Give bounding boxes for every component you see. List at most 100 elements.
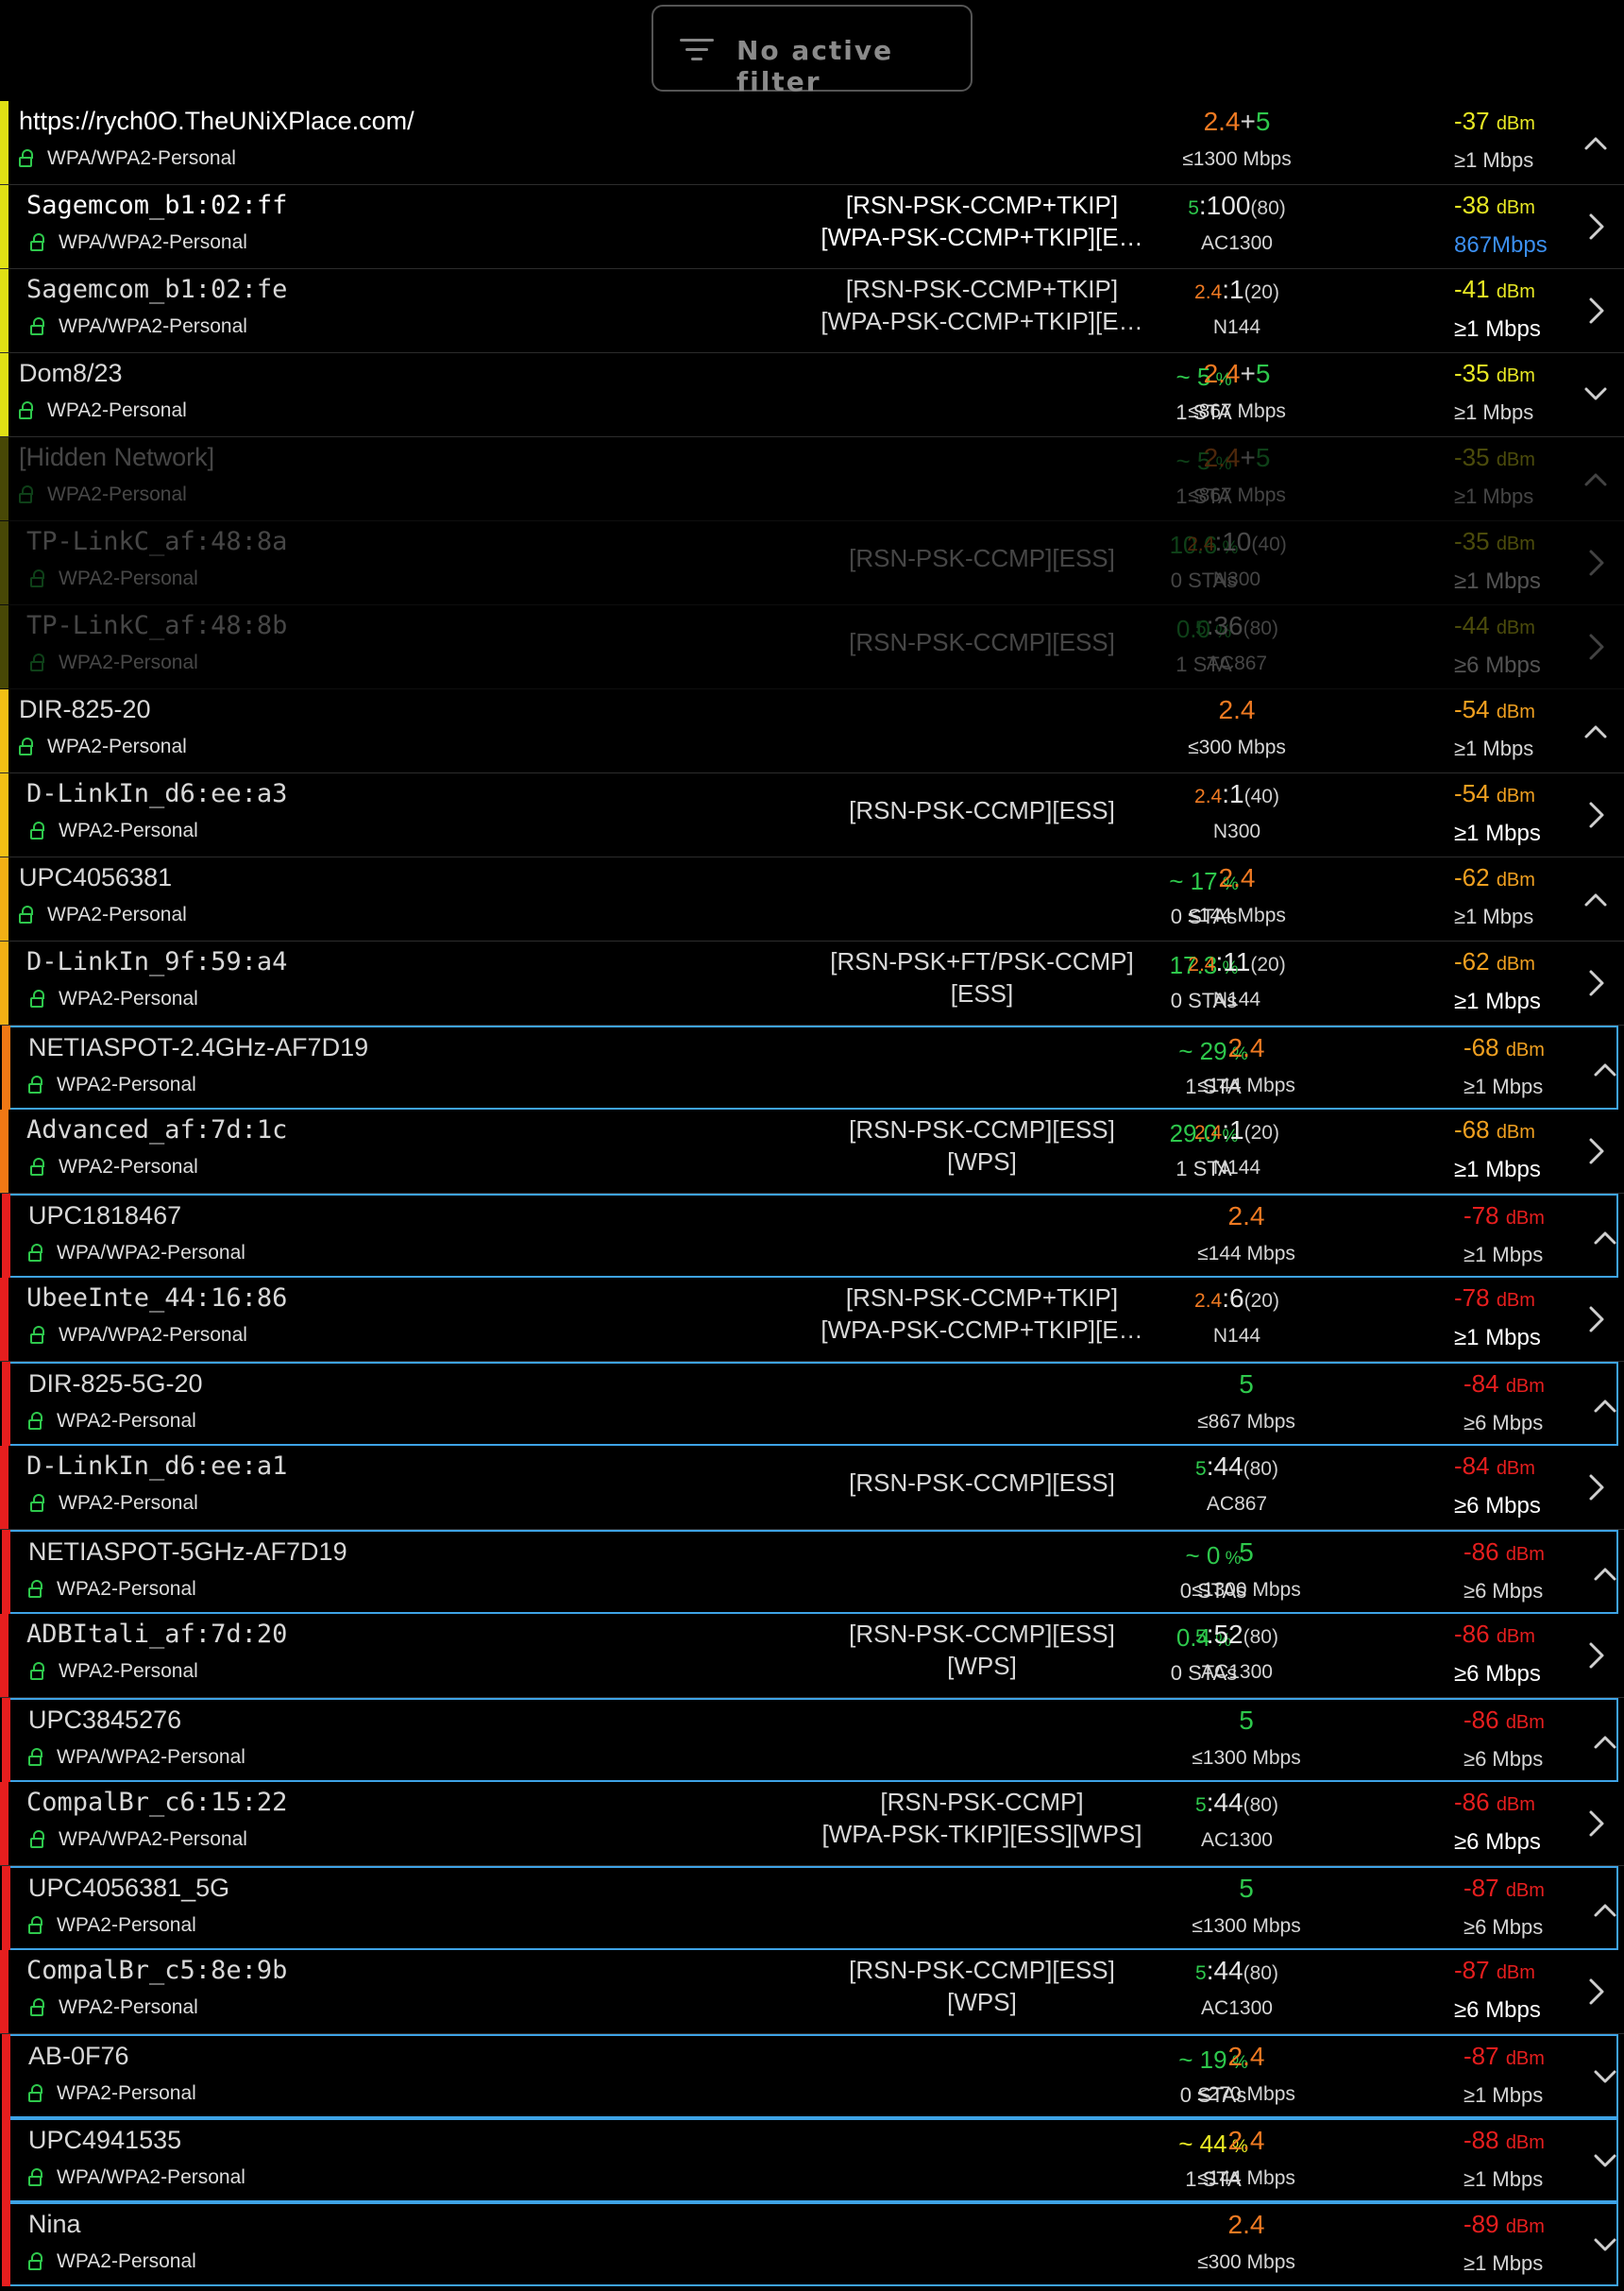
network-row[interactable]: NETIASPOT-5GHz-AF7D19 WPA2-Personal ~ 0 % 0… [2, 1530, 1618, 1614]
bssid-row[interactable]: Advanced_af:7d:1c WPA2-Personal [RSN-PSK-C… [0, 1110, 1624, 1194]
network-row[interactable]: Dom8/23 WPA2-Personal ~ 5 % 1 STA 2.4+5 ≤867 … [0, 353, 1624, 437]
bssid-row[interactable]: D-LinkIn_9f:59:a4 WPA2-Personal [RSN-PSK+F… [0, 942, 1624, 1026]
bssid-row[interactable]: D-LinkIn_d6:ee:a1 WPA2-Personal [RSN-PSK-C… [0, 1446, 1624, 1530]
bssid-row[interactable]: CompalBr_c5:8e:9b WPA2-Personal [RSN-PSK-C… [0, 1950, 1624, 2034]
chevron-down-icon[interactable] [1588, 2229, 1622, 2263]
network-row[interactable]: UPC1818467 WPA/WPA2-Personal 2.4 ≤144 Mbps -… [2, 1194, 1618, 1278]
bssid-row[interactable]: UbeeInte_44:16:86 WPA/WPA2-Personal [RSN-P… [0, 1278, 1624, 1362]
network-row[interactable]: https://rych0O.TheUNiXPlace.com/WPA/WPA2… [0, 101, 1624, 185]
signal-value: -68 [1454, 1115, 1490, 1144]
bssid-row[interactable]: CompalBr_c6:15:22 WPA/WPA2-Personal [RSN-P… [0, 1782, 1624, 1866]
chevron-up-icon[interactable] [1579, 126, 1613, 160]
signal-unit: dBm [1505, 2132, 1545, 2153]
signal-strength-bar [0, 353, 8, 436]
max-rate: N144 [1212, 1325, 1261, 1347]
max-rate: ≤144 Mbps [1197, 1243, 1295, 1264]
chevron-up-icon[interactable] [1588, 1892, 1622, 1926]
station-count: 1 STA [1185, 2167, 1242, 2191]
signal-value: -54 [1454, 695, 1490, 723]
channel-width: (80) [1243, 618, 1278, 639]
signal-level: -86 dBm [1454, 1788, 1596, 1817]
channel-width: (20) [1243, 281, 1279, 303]
capabilities: [RSN-PSK-CCMP] [WPA-PSK-TKIP][ESS][WPS] [784, 1786, 1180, 1850]
channel-number: :44 [1206, 1956, 1243, 1985]
chevron-right-icon[interactable] [1579, 630, 1613, 664]
chevron-up-icon[interactable] [1588, 1724, 1622, 1758]
max-rate: AC867 [1206, 653, 1268, 674]
station-count: 1 STA [1176, 400, 1232, 424]
signal-strength-bar [0, 857, 8, 941]
security-type: WPA/WPA2-Personal [19, 147, 236, 170]
network-row[interactable]: DIR-825-20 WPA2-Personal 2.4 ≤300 Mbps -54 d… [0, 689, 1624, 773]
filter-button[interactable]: No active filter [651, 5, 973, 97]
network-row[interactable]: AB-0F76 WPA2-Personal ~ 19 % 0 STAs 2.4 ≤270 … [2, 2034, 1618, 2118]
bssid-row[interactable]: TP-LinkC_af:48:8a WPA2-Personal [RSN-PSK-C… [0, 521, 1624, 605]
capabilities-line-2: [WPS] [947, 1652, 1017, 1680]
network-row[interactable]: DIR-825-5G-20 WPA2-Personal 5 ≤867 Mbps -84 … [2, 1362, 1618, 1446]
channel-width: (80) [1243, 1626, 1278, 1648]
bssid-row[interactable]: TP-LinkC_af:48:8b WPA2-Personal [RSN-PSK-C… [0, 605, 1624, 689]
chevron-up-icon[interactable] [1588, 1052, 1622, 1086]
bssid-row[interactable]: D-LinkIn_d6:ee:a3 WPA2-Personal [RSN-PSK-C… [0, 773, 1624, 857]
band-label: 2.4 [1218, 695, 1256, 724]
chevron-right-icon[interactable] [1579, 1807, 1613, 1841]
chevron-right-icon[interactable] [1579, 546, 1613, 580]
chevron-up-icon[interactable] [1579, 882, 1613, 916]
network-row[interactable]: [Hidden Network] WPA2-Personal ~ 5 % 1 STA 2… [0, 437, 1624, 521]
chevron-right-icon[interactable] [1579, 1470, 1613, 1504]
utilization-value: 10.6 [1169, 531, 1218, 559]
security-type: WPA2-Personal [28, 1074, 196, 1096]
chevron-up-icon[interactable] [1588, 1388, 1622, 1422]
channel-number: :1 [1222, 779, 1244, 808]
chevron-up-icon[interactable] [1588, 1556, 1622, 1590]
chevron-right-icon[interactable] [1579, 1134, 1613, 1168]
bssid-row[interactable]: ADBItali_af:7d:20 WPA2-Personal [RSN-PSK-C… [0, 1614, 1624, 1698]
chevron-right-icon[interactable] [1579, 798, 1613, 832]
channel-number: :11 [1215, 947, 1251, 976]
chevron-up-icon[interactable] [1588, 1220, 1622, 1254]
capabilities-line-2: [WPA-PSK-CCMP+TKIP][E… [820, 223, 1143, 251]
chevron-down-icon[interactable] [1588, 2061, 1622, 2095]
capabilities: [RSN-PSK-CCMP][ESS] [WPS] [784, 1113, 1180, 1178]
network-ssid: NETIASPOT-2.4GHz-AF7D19 [28, 1033, 369, 1061]
network-row[interactable]: UPC4056381 WPA2-Personal ~ 17 % 0 STAs 2.4 ≤1… [0, 857, 1624, 942]
network-ssid: UPC4056381 [19, 863, 173, 891]
band-label: 5 [1195, 1458, 1207, 1480]
network-row[interactable]: UPC3845276 WPA/WPA2-Personal 5 ≤1300 Mbps -8… [2, 1698, 1618, 1782]
chevron-up-icon[interactable] [1579, 462, 1613, 496]
chevron-right-icon[interactable] [1579, 1638, 1613, 1672]
signal-strength-bar [0, 1950, 8, 2033]
signal-level: -37 dBm [1454, 107, 1596, 136]
max-rate: N300 [1212, 821, 1261, 842]
signal-level: -44 dBm [1454, 611, 1596, 640]
channel-utilization: ~ 29 % [1178, 1037, 1248, 1065]
lock-icon [19, 401, 34, 420]
chevron-right-icon[interactable] [1579, 1302, 1613, 1336]
signal-level: -38 dBm [1454, 191, 1596, 220]
network-ssid: UbeeInte_44:16:86 [26, 1283, 288, 1313]
bssid-row[interactable]: Sagemcom_b1:02:ff WPA/WPA2-Personal [RSN-P… [0, 185, 1624, 269]
chevron-right-icon[interactable] [1579, 1975, 1613, 2009]
channel-info: 2.4:1(40) [1152, 779, 1322, 809]
utilization-value: 17.3 [1169, 951, 1218, 979]
lock-icon [19, 485, 34, 504]
signal-value: -87 [1463, 1874, 1499, 1902]
security-label: WPA2-Personal [57, 1410, 196, 1432]
network-row[interactable]: UPC4941535 WPA/WPA2-Personal ~ 44 % 1 STA 2.… [2, 2118, 1618, 2202]
network-row[interactable]: NETIASPOT-2.4GHz-AF7D19 WPA2-Personal ~ 29… [2, 1026, 1618, 1110]
bssid-row[interactable]: Sagemcom_b1:02:fe WPA/WPA2-Personal [RSN-P… [0, 269, 1624, 353]
chevron-right-icon[interactable] [1579, 294, 1613, 328]
chevron-up-icon[interactable] [1579, 714, 1613, 748]
network-row[interactable]: UPC4056381_5G WPA2-Personal 5 ≤1300 Mbps -87… [2, 1866, 1618, 1950]
capabilities: [RSN-PSK-CCMP+TKIP] [WPA-PSK-CCMP+TKIP][E… [784, 189, 1180, 253]
chevron-right-icon[interactable] [1579, 966, 1613, 1000]
network-row[interactable]: Nina WPA2-Personal 2.4 ≤300 Mbps -89 dBm ≥1 M… [2, 2202, 1618, 2286]
chevron-right-icon[interactable] [1579, 210, 1613, 244]
chevron-down-icon[interactable] [1588, 2145, 1622, 2179]
security-label: WPA/WPA2-Personal [57, 1746, 245, 1768]
lock-icon [28, 2084, 43, 2103]
channel-number: :1 [1222, 1115, 1244, 1145]
band-label: 5 [1239, 1706, 1254, 1735]
chevron-down-icon[interactable] [1579, 378, 1613, 412]
max-rate: AC1300 [1201, 1829, 1273, 1851]
